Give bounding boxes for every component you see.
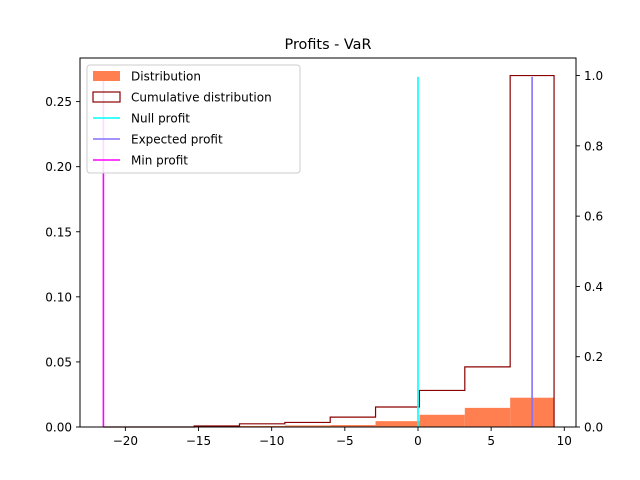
y-left-tick-label: 0.15 xyxy=(45,225,72,239)
legend-label-cumulative-distribution: Cumulative distribution xyxy=(131,91,272,105)
histogram-bar xyxy=(239,425,285,427)
legend-label-distribution: Distribution xyxy=(131,70,201,84)
legend-label-expected-profit: Expected profit xyxy=(131,133,223,147)
y-right-tick-label: 0.8 xyxy=(584,139,603,153)
x-tick-label: −15 xyxy=(186,434,211,448)
plot-area: −20 −15 −10 −5 0 5 10 0.00 0.05 0.10 0.15 0.20 0.25 0… xyxy=(45,57,603,448)
axes-frame xyxy=(79,57,577,428)
y-right-tick-label: 0.6 xyxy=(584,210,603,224)
y-left-tick-label: 0.10 xyxy=(45,290,72,304)
x-tick-label: 0 xyxy=(414,434,422,448)
histogram-bar xyxy=(330,425,376,427)
x-tick-label: −5 xyxy=(336,434,354,448)
y-right-tick-label: 0.0 xyxy=(584,421,603,435)
y-right-tick-label: 0.4 xyxy=(584,280,603,294)
histogram-bar xyxy=(375,421,420,427)
x-tick-label: 10 xyxy=(557,434,572,448)
x-tick-label: 5 xyxy=(487,434,495,448)
y-left-tick-label: 0.20 xyxy=(45,160,72,174)
cumulative-step-line xyxy=(103,74,555,428)
x-tick-label: −20 xyxy=(113,434,138,448)
legend-swatch-distribution xyxy=(93,71,120,81)
chart-title: Profits - VaR xyxy=(285,37,372,53)
legend-label-min-profit: Min profit xyxy=(131,154,188,168)
histogram-bar xyxy=(464,407,511,427)
y-left-tick-label: 0.05 xyxy=(45,355,72,369)
y-right-tick-label: 0.2 xyxy=(584,350,603,364)
legend-swatch-cumulative-distribution xyxy=(92,91,121,103)
histogram-bar xyxy=(284,425,331,427)
legend: Distribution Cumulative distribution Null … xyxy=(86,64,301,174)
legend-label-null-profit: Null profit xyxy=(131,112,190,126)
y-right-tick-label: 1.0 xyxy=(584,69,603,83)
histogram-bar xyxy=(419,414,465,427)
x-tick-label: −10 xyxy=(259,434,284,448)
legend-box xyxy=(86,64,301,174)
y-left-tick-label: 0.25 xyxy=(45,95,72,109)
y-left-tick-label: 0.00 xyxy=(45,421,72,435)
